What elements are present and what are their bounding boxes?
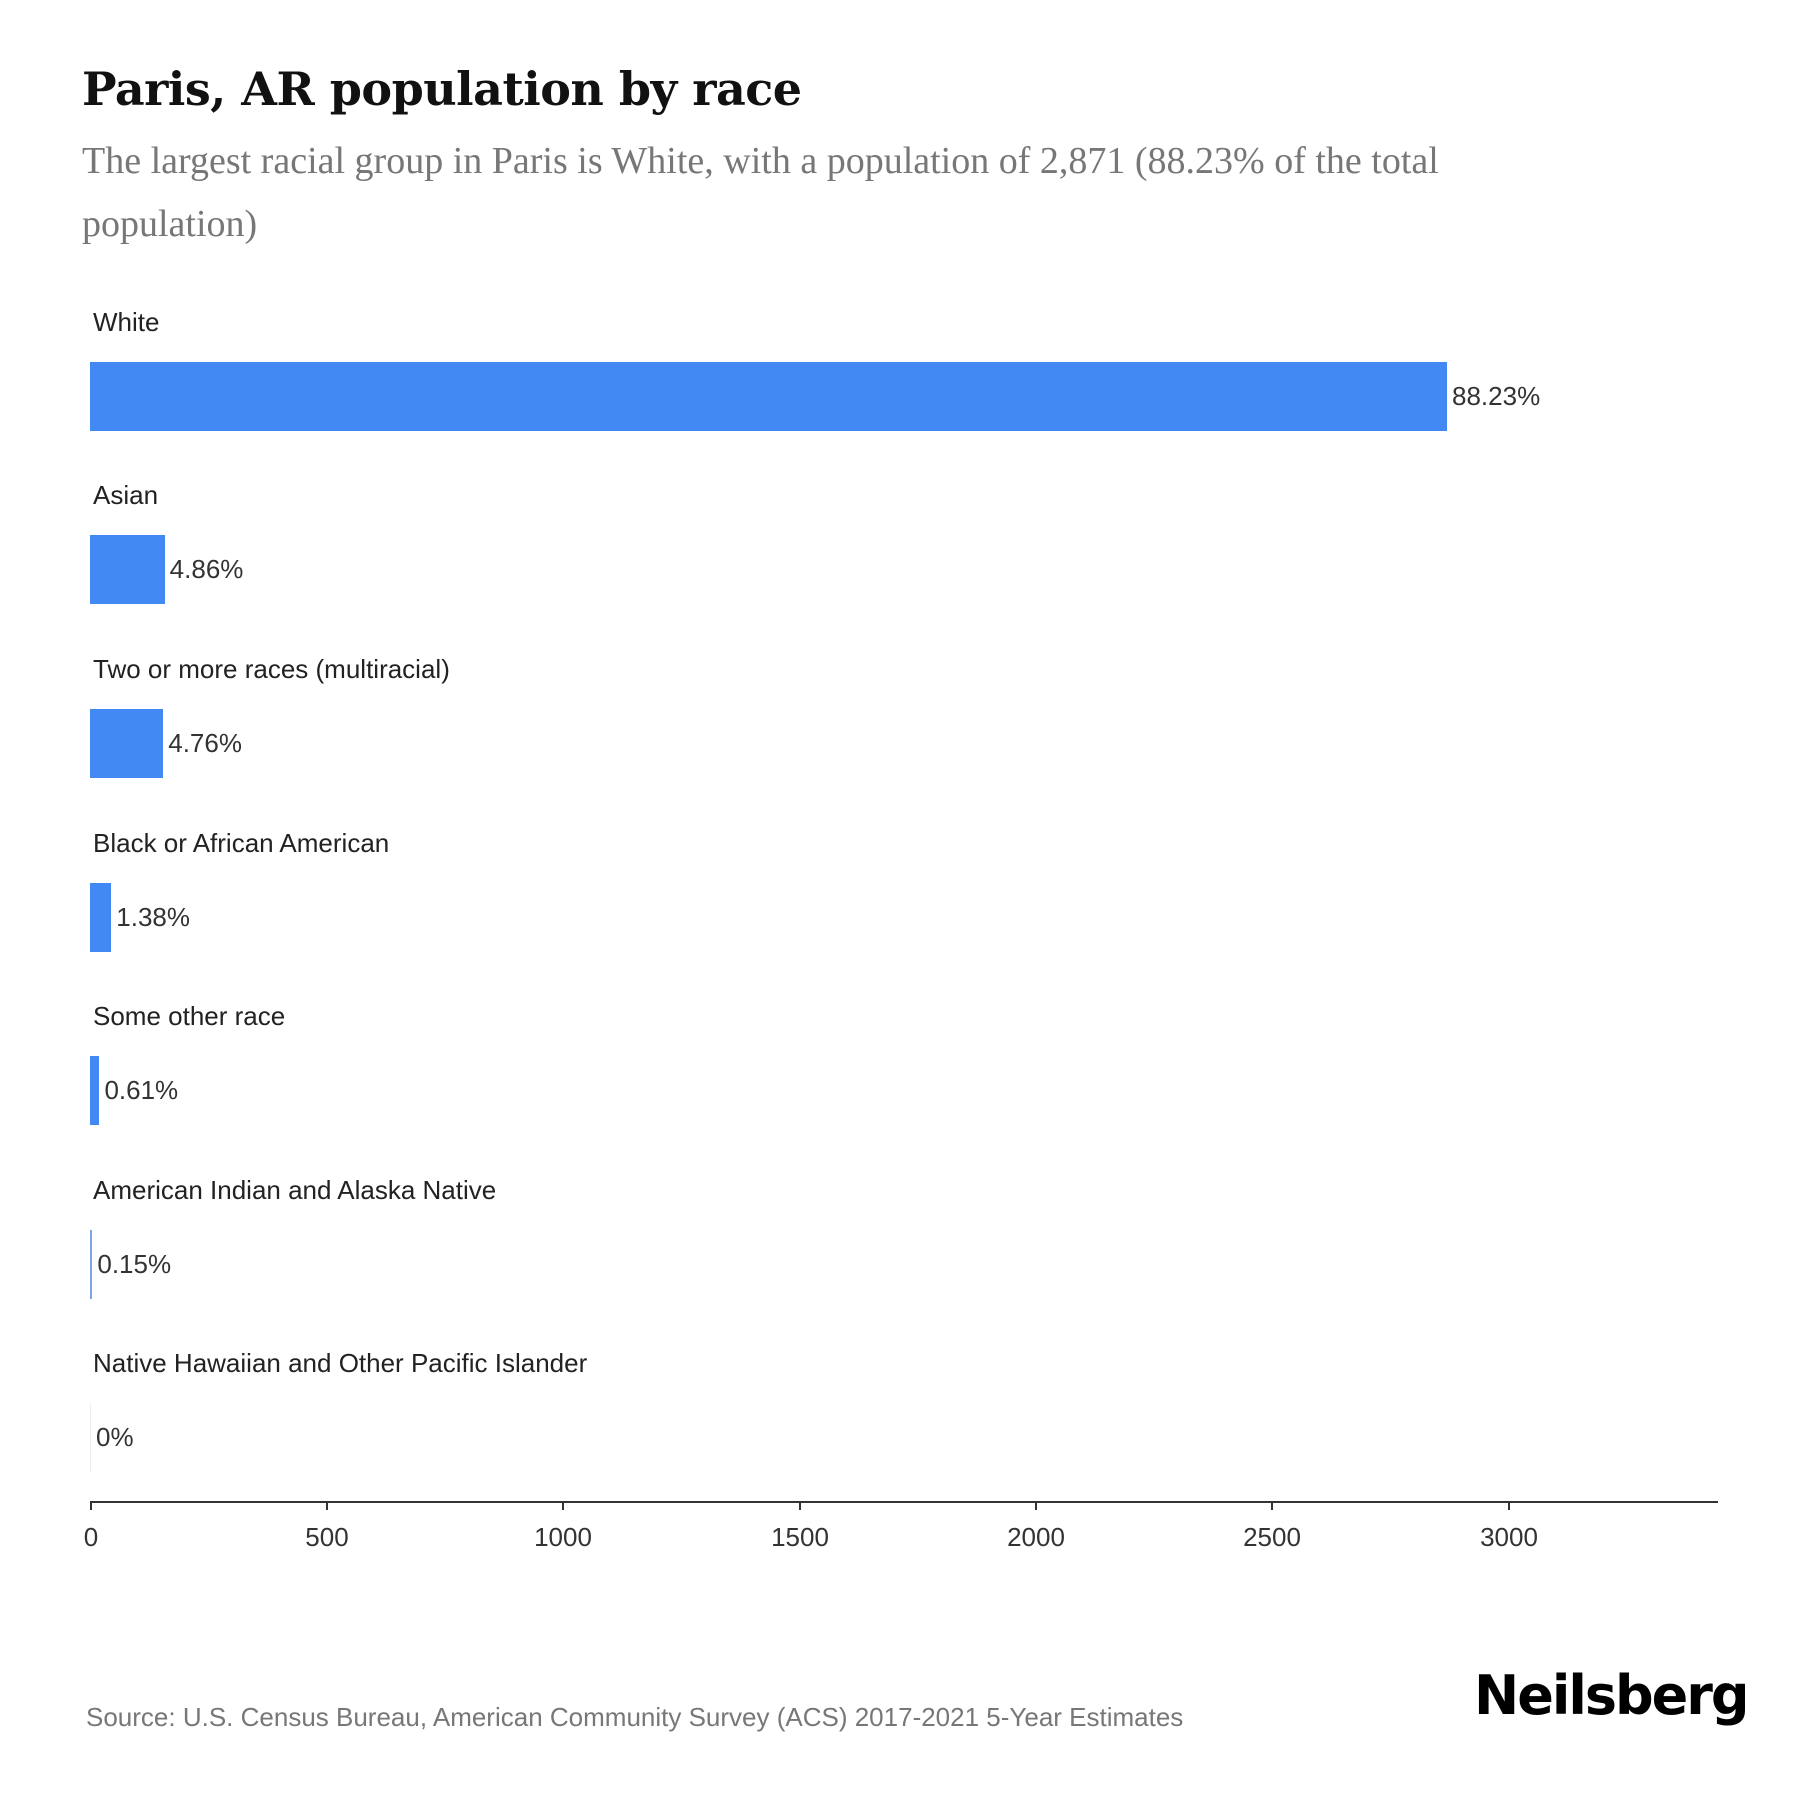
source-note: Source: U.S. Census Bureau, American Com… [86,1702,1184,1732]
bar [90,362,1448,431]
bar-row-white: White 88.23% [0,307,1800,481]
x-axis-tick-label: 1500 [771,1522,829,1552]
bar-row-native-hawaiian: Native Hawaiian and Other Pacific Island… [0,1348,1800,1522]
bar-row-american-indian: American Indian and Alaska Native 0.15% [0,1175,1800,1349]
x-axis-tick [326,1501,328,1510]
neilsberg-logo: Neilsberg [1474,1664,1750,1727]
bar-row-some-other: Some other race 0.61% [0,1001,1800,1175]
category-label: American Indian and Alaska Native [93,1175,497,1205]
bar-value-label: 88.23% [1452,381,1541,411]
bar [90,1056,100,1125]
chart-subtitle: The largest racial group in Paris is Whi… [82,140,1439,245]
category-label: Some other race [93,1001,286,1031]
category-label: Black or African American [93,828,390,858]
category-label: Asian [93,480,159,510]
x-axis-tick [1271,1501,1273,1510]
bar-value-label: 0.15% [97,1249,172,1279]
bar [90,1230,93,1299]
bar-value-label: 4.86% [169,554,244,584]
bar-value-label: 0% [96,1422,134,1452]
x-axis-tick-label: 2000 [1007,1522,1065,1552]
x-axis-tick-label: 1000 [534,1522,592,1552]
x-axis-tick-label: 2500 [1243,1522,1301,1552]
x-axis-tick-label: 500 [305,1522,349,1552]
bar-value-label: 1.38% [116,902,190,932]
x-axis-tick-label: 0 [83,1522,99,1552]
bar-row-two-or-more: Two or more races (multiracial) 4.76% [0,654,1800,828]
x-axis-tick [1508,1501,1510,1510]
bar-value-label: 0.61% [104,1075,179,1105]
x-axis-tick [90,1501,92,1510]
bar [90,709,164,778]
bar [90,1403,91,1472]
x-axis-tick [562,1501,564,1510]
bar [90,535,165,604]
x-axis-tick [799,1501,801,1510]
category-label: Native Hawaiian and Other Pacific Island… [93,1348,588,1378]
x-axis-line [90,1501,1718,1503]
x-axis-tick [1035,1501,1037,1510]
bar-row-asian: Asian 4.86% [0,480,1800,654]
category-label: White [93,307,160,337]
x-axis-tick-label: 3000 [1480,1522,1538,1552]
bar-value-label: 4.76% [168,728,242,758]
chart-title: Paris, AR population by race [82,62,802,116]
category-label: Two or more races (multiracial) [93,654,450,684]
bar [90,883,112,952]
bar-row-black: Black or African American 1.38% [0,828,1800,1002]
